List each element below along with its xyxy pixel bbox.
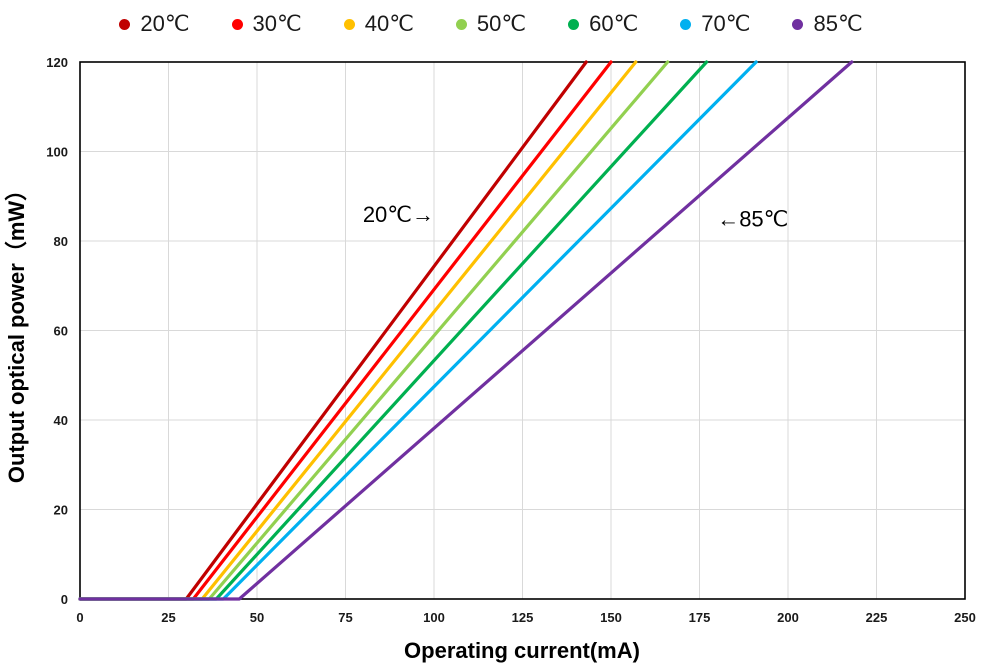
x-tick-label: 150 <box>600 610 622 625</box>
x-tick-label: 0 <box>76 610 83 625</box>
legend-label: 40℃ <box>364 11 414 36</box>
x-tick-label: 100 <box>423 610 445 625</box>
legend-item-40℃: 40℃ <box>343 11 414 37</box>
annotations: 20℃→ ←85℃ <box>363 202 789 231</box>
gridlines <box>80 62 965 599</box>
legend-label: 20℃ <box>140 11 190 36</box>
legend-label: 30℃ <box>252 11 302 36</box>
legend-dot-icon <box>568 18 580 30</box>
legend-dot-icon <box>455 18 467 30</box>
x-axis-title: Operating current(mA) <box>404 638 640 663</box>
legend-dot-icon <box>119 18 131 30</box>
tick-labels: 0 25 50 75 100 125 150 175 200 225 250 0 20 40 60 80 100… <box>46 55 976 625</box>
legend-label: 50℃ <box>476 11 527 36</box>
legend-dot-icon <box>343 18 355 30</box>
x-tick-label: 225 <box>866 610 888 625</box>
x-tick-label: 125 <box>512 610 534 625</box>
legend-dot-icon <box>680 18 692 30</box>
li-curve-chart: 0 25 50 75 100 125 150 175 200 225 250 0 20 40 60 80 100… <box>4 55 976 663</box>
y-tick-label: 120 <box>46 55 68 70</box>
legend-item-20℃: 20℃ <box>119 11 190 37</box>
series-line-85℃ <box>78 60 854 601</box>
y-tick-label: 20 <box>54 503 68 518</box>
plot-border <box>79 61 966 600</box>
legend-item-70℃: 70℃ <box>680 11 750 37</box>
legend-dot-icon <box>792 18 804 30</box>
x-tick-label: 25 <box>161 610 175 625</box>
y-axis-title: Output optical power（mW） <box>4 179 29 483</box>
legend-label: 85℃ <box>813 11 863 36</box>
legend-dot-icon <box>231 18 243 30</box>
plot-frame <box>79 61 966 600</box>
y-tick-label: 0 <box>61 592 68 607</box>
chart-legend: 20℃ 30℃ 40℃ 50℃ 60℃ 70℃ 85℃ <box>0 0 982 44</box>
data-series <box>78 60 854 601</box>
legend-label: 70℃ <box>701 11 751 36</box>
x-tick-label: 75 <box>338 610 352 625</box>
legend-item-60℃: 60℃ <box>568 11 638 37</box>
legend-label: 60℃ <box>589 11 639 36</box>
annotation: ←85℃ <box>717 207 788 232</box>
x-tick-label: 250 <box>954 610 976 625</box>
y-tick-label: 80 <box>54 234 68 249</box>
legend-item-85℃: 85℃ <box>792 11 863 37</box>
y-tick-label: 100 <box>46 145 68 160</box>
annotation: 20℃→ <box>363 202 434 227</box>
y-tick-label: 60 <box>54 324 68 339</box>
x-tick-label: 50 <box>250 610 264 625</box>
y-tick-label: 40 <box>54 413 68 428</box>
legend-item-30℃: 30℃ <box>231 11 302 37</box>
legend-item-50℃: 50℃ <box>455 11 527 37</box>
x-tick-label: 175 <box>689 610 711 625</box>
x-tick-label: 200 <box>777 610 799 625</box>
